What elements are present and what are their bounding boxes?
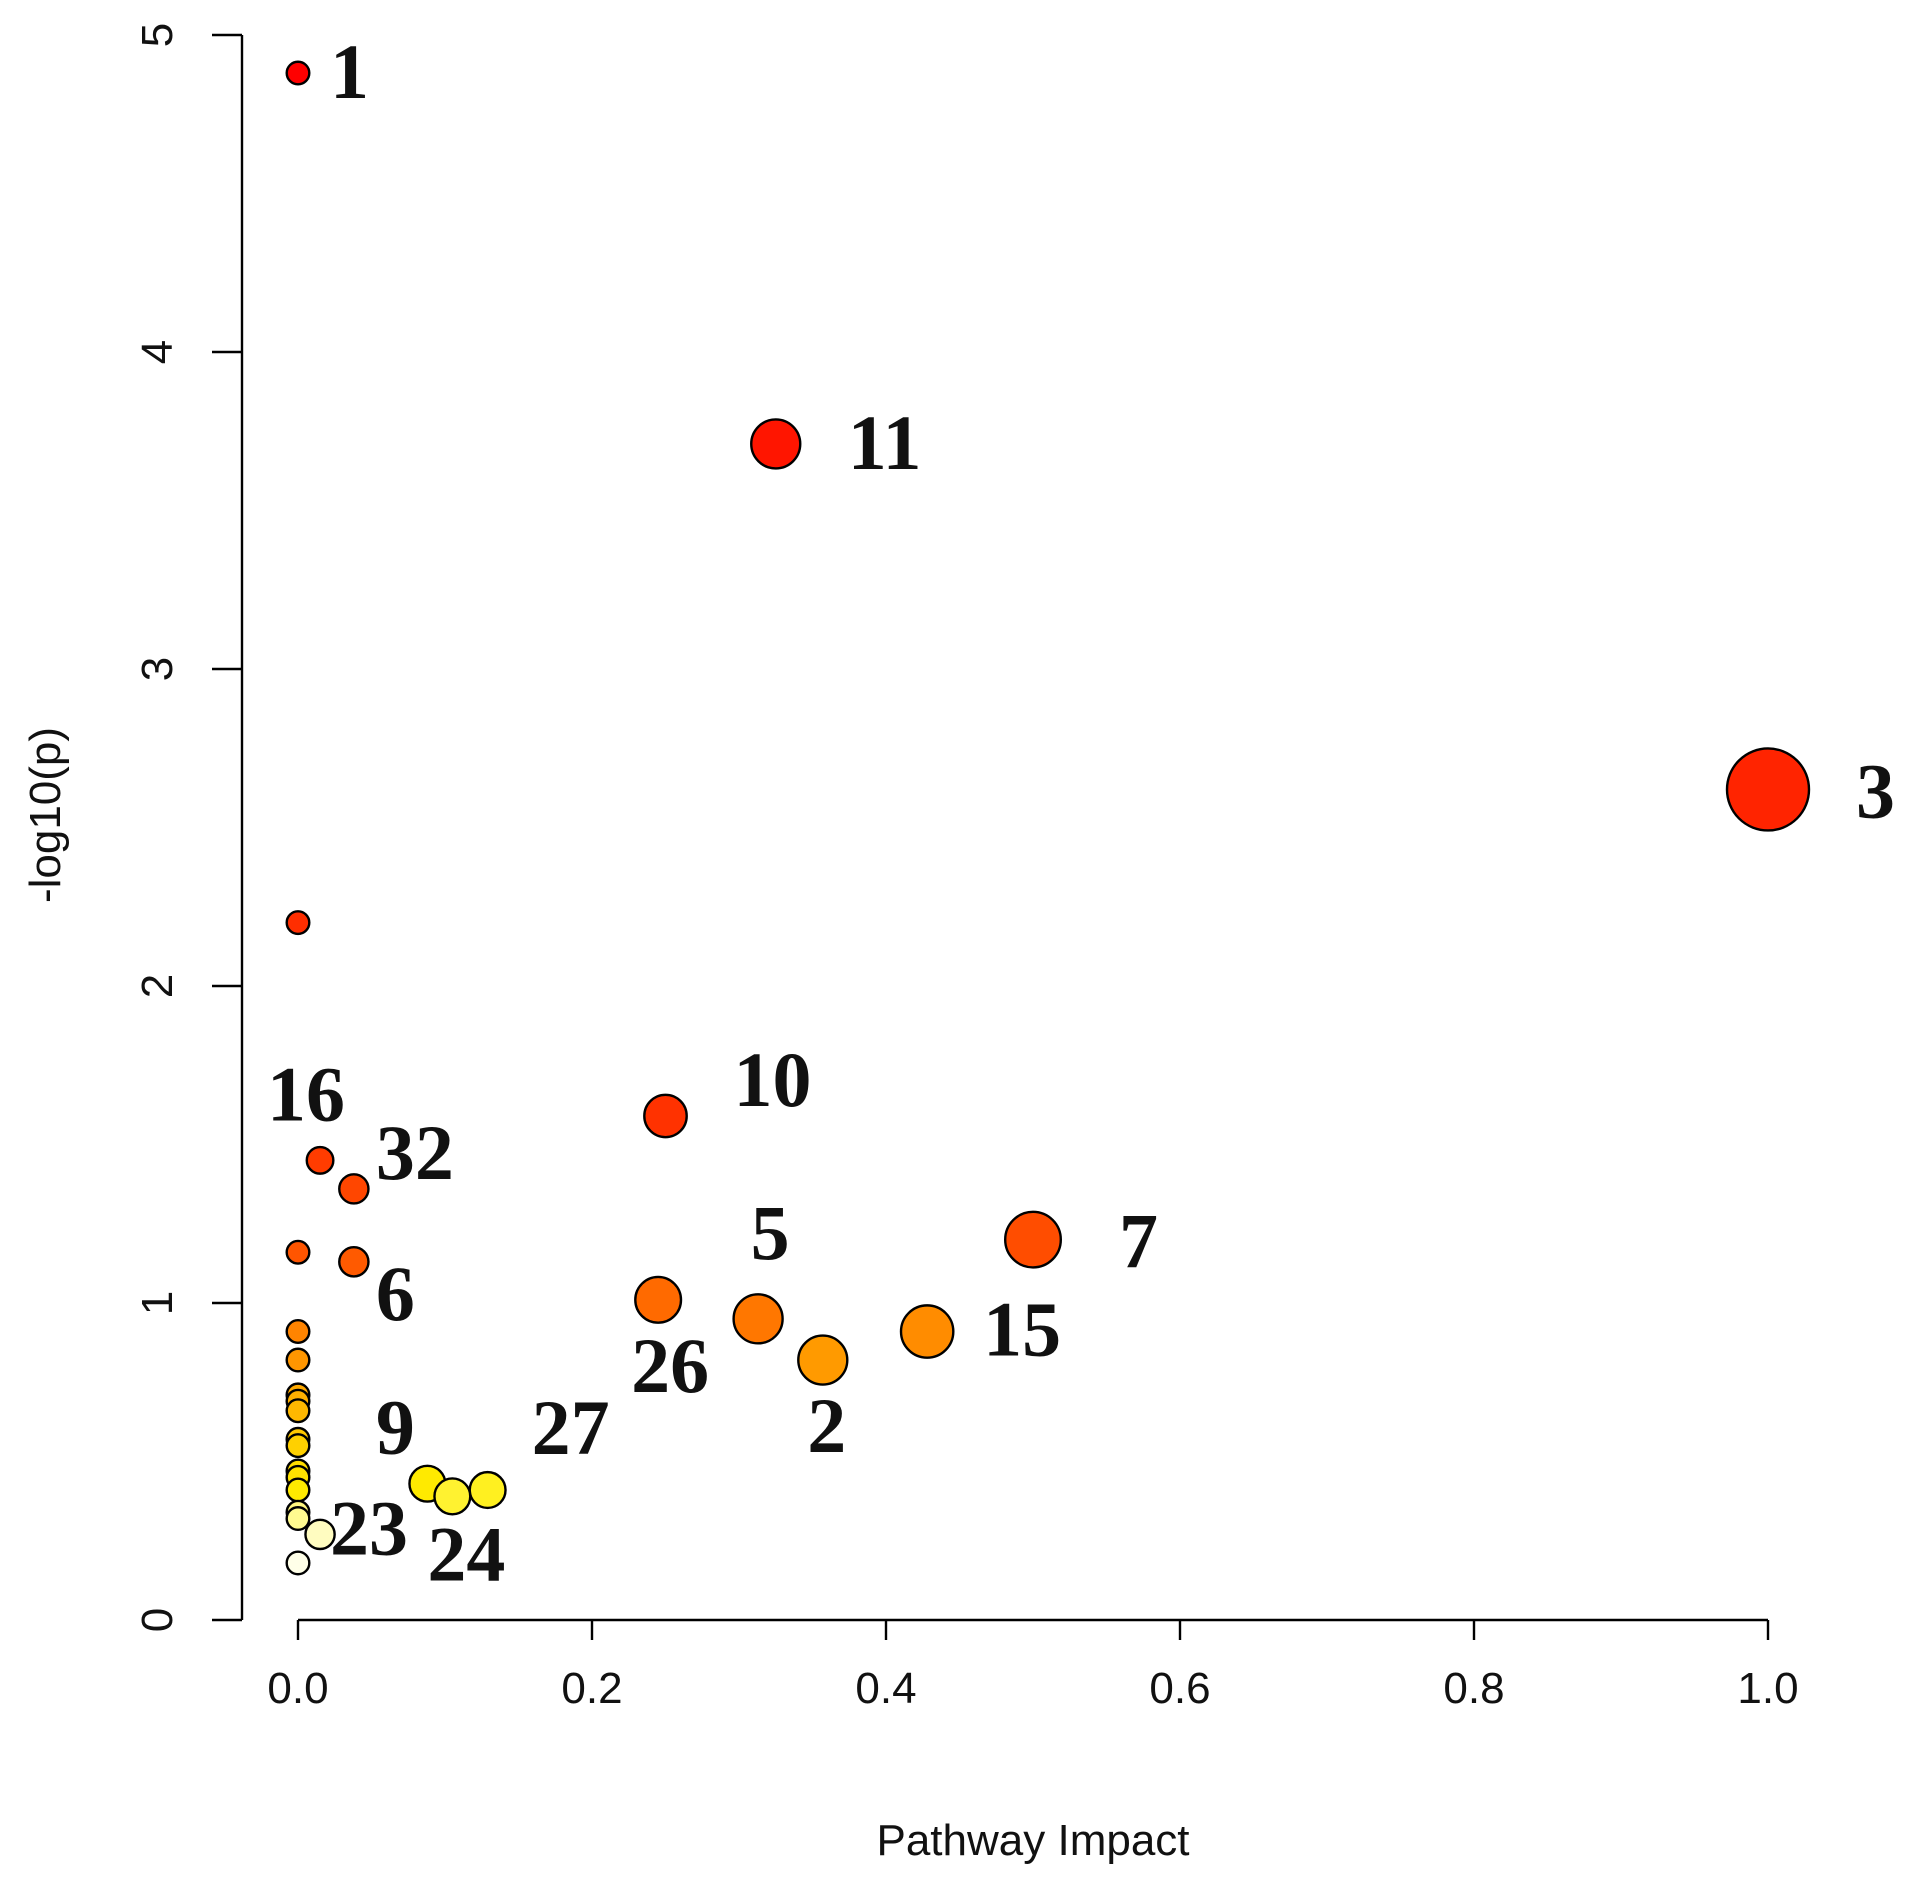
point-label-10: 10: [734, 1036, 812, 1123]
point-label-15: 15: [983, 1286, 1061, 1373]
point-11: [750, 418, 802, 470]
point-label-1: 1: [330, 28, 369, 115]
point-3: [1725, 747, 1811, 832]
point-label-11: 11: [848, 399, 922, 486]
point-32: [338, 1173, 370, 1205]
y-tick-label: 3: [133, 657, 182, 681]
point-label-9: 9: [376, 1384, 415, 1471]
x-tick-label: 0.0: [267, 1664, 328, 1713]
point-label-27: 27: [532, 1384, 610, 1471]
point-label-26: 26: [631, 1322, 709, 1409]
data-point: [285, 1477, 311, 1503]
data-points: [285, 60, 1811, 1576]
point-1: [285, 60, 311, 86]
point-label-32: 32: [376, 1109, 454, 1196]
point-15: [899, 1304, 955, 1359]
y-tick-label: 5: [133, 23, 182, 47]
x-tick-label: 0.6: [1149, 1664, 1210, 1713]
x-tick-label: 0.8: [1443, 1664, 1504, 1713]
point-label-7: 7: [1119, 1198, 1158, 1285]
y-tick-label: 1: [133, 1291, 182, 1315]
point-5: [732, 1293, 784, 1345]
data-point: [285, 1239, 311, 1265]
x-tick-label: 1.0: [1737, 1664, 1798, 1713]
point-2: [797, 1334, 849, 1386]
data-point: [285, 910, 311, 936]
axes: [240, 35, 1768, 1622]
data-point: [285, 1319, 311, 1345]
data-point: [285, 1550, 311, 1576]
data-point: [285, 1398, 311, 1424]
point-label-2: 2: [807, 1382, 846, 1469]
point-7: [1004, 1210, 1063, 1269]
x-axis-title: Pathway Impact: [876, 1816, 1189, 1865]
data-point: [285, 1433, 311, 1459]
point-label-3: 3: [1856, 747, 1895, 834]
point-label-16: 16: [267, 1050, 345, 1137]
x-tick-label: 0.4: [855, 1664, 916, 1713]
y-tick-label: 4: [133, 340, 182, 364]
data-point: [285, 1506, 311, 1532]
point-label-23: 23: [330, 1484, 408, 1571]
y-tick-label: 0: [133, 1608, 182, 1632]
point-26: [634, 1275, 683, 1324]
point-label-24: 24: [427, 1510, 505, 1597]
point-label-6: 6: [376, 1250, 415, 1337]
y-axis-title: -log10(p): [21, 727, 70, 903]
point-23: [304, 1518, 336, 1551]
data-point: [285, 1347, 311, 1373]
point-6: [338, 1245, 370, 1278]
point-16: [305, 1145, 335, 1175]
x-tick-label: 0.2: [561, 1664, 622, 1713]
point-24: [433, 1477, 472, 1516]
point-label-5: 5: [751, 1189, 790, 1276]
point-27: [468, 1470, 507, 1510]
y-tick-label: 2: [133, 974, 182, 998]
point-10: [643, 1093, 688, 1139]
